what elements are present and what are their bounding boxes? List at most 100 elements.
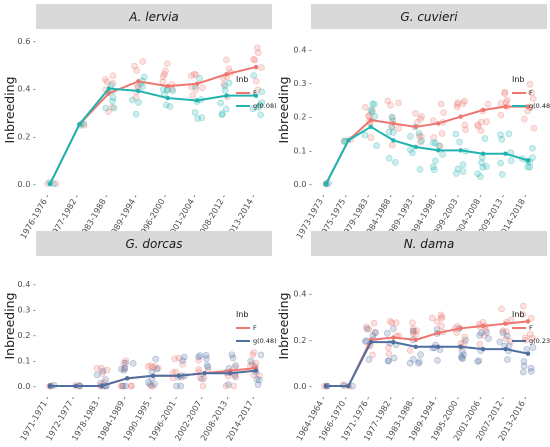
individual-point <box>507 157 515 164</box>
series-point-g <box>77 122 82 127</box>
y-tick-label: 0.3 - <box>17 304 36 314</box>
individual-point <box>459 168 467 175</box>
individual-point <box>501 88 509 96</box>
individual-point <box>462 336 469 344</box>
y-axis-label: Inbreeding <box>2 76 17 143</box>
individual-point <box>256 101 264 109</box>
series-point-g <box>503 346 508 352</box>
y-tick-label: 0.0 - <box>293 179 312 189</box>
series-point-g <box>458 148 463 153</box>
legend: Inb Fg(0.23) <box>512 310 550 345</box>
individual-point <box>501 90 508 97</box>
series-point-g <box>136 88 141 94</box>
individual-point <box>177 382 185 390</box>
individual-point <box>432 157 439 165</box>
individual-point <box>250 371 258 379</box>
y-tick-label: 0.4 - <box>293 289 312 299</box>
individual-point <box>439 313 446 321</box>
individual-point <box>169 369 177 376</box>
individual-point <box>453 103 461 111</box>
individual-point <box>477 329 485 337</box>
individual-point <box>437 100 445 108</box>
individual-point <box>220 81 228 88</box>
individual-point <box>418 113 425 120</box>
individual-point <box>131 62 138 70</box>
individual-point <box>122 359 129 367</box>
individual-point <box>430 134 438 141</box>
individual-point <box>388 114 396 122</box>
series-point-g <box>165 95 170 101</box>
individual-point <box>476 340 484 348</box>
individual-point <box>169 87 177 94</box>
individual-point <box>474 358 481 365</box>
individual-point <box>225 65 233 73</box>
facet-title: G. dorcas <box>125 237 182 251</box>
individual-point <box>523 346 531 353</box>
individual-point <box>454 100 461 108</box>
individual-point <box>478 159 486 166</box>
individual-point <box>435 142 443 150</box>
individual-point <box>503 332 511 340</box>
individual-point <box>388 319 396 327</box>
individual-point <box>373 142 380 149</box>
individual-point <box>152 355 159 363</box>
individual-point <box>109 72 117 80</box>
individual-point <box>153 365 161 373</box>
individual-point <box>412 110 419 117</box>
individual-point <box>102 104 110 112</box>
series-point-F <box>136 79 141 84</box>
individual-point <box>433 318 441 325</box>
individual-point <box>232 374 240 381</box>
individual-point <box>249 351 257 359</box>
series-point-g <box>480 151 486 156</box>
individual-point <box>481 135 489 142</box>
individual-point <box>103 78 111 86</box>
individual-point <box>122 357 130 365</box>
series-point-g <box>346 383 351 389</box>
individual-point <box>151 380 158 388</box>
series-point-g <box>391 138 396 143</box>
legend-label-g: g(0.08) <box>253 102 277 110</box>
individual-point <box>385 350 393 358</box>
individual-point <box>252 77 260 85</box>
individual-point <box>159 86 167 93</box>
individual-point <box>529 144 536 152</box>
individual-point <box>230 382 237 390</box>
individual-point <box>362 323 370 331</box>
individual-point <box>395 124 402 132</box>
individual-point <box>497 131 504 139</box>
individual-point <box>221 82 229 90</box>
individual-point <box>429 163 437 171</box>
individual-point <box>365 325 373 333</box>
individual-point <box>497 111 505 119</box>
individual-point <box>417 133 425 140</box>
individual-point <box>368 109 376 116</box>
individual-point <box>520 362 528 370</box>
y-tick-label: 0.6 - <box>17 36 36 46</box>
series-point-g <box>458 344 463 349</box>
individual-point <box>132 94 140 101</box>
individual-point <box>222 105 230 113</box>
individual-point <box>521 115 528 123</box>
individual-point <box>416 358 423 366</box>
individual-point <box>526 330 534 338</box>
facet-title: G. cuvieri <box>400 10 458 24</box>
individual-point <box>371 100 378 108</box>
individual-point <box>529 335 536 342</box>
individual-point <box>147 362 155 370</box>
individual-point <box>392 319 400 326</box>
y-tick-label: 0.1 - <box>293 145 312 155</box>
individual-point <box>434 357 441 364</box>
series-point-F <box>194 81 200 86</box>
individual-point <box>191 109 199 116</box>
individual-point <box>110 104 118 112</box>
series-point-F <box>391 335 396 340</box>
series-line-g <box>326 341 529 387</box>
individual-point <box>371 329 379 336</box>
individual-point <box>140 73 148 81</box>
legend-label-g: g(0.23) <box>529 337 550 345</box>
series-point-F <box>480 107 486 113</box>
individual-point <box>254 44 261 52</box>
